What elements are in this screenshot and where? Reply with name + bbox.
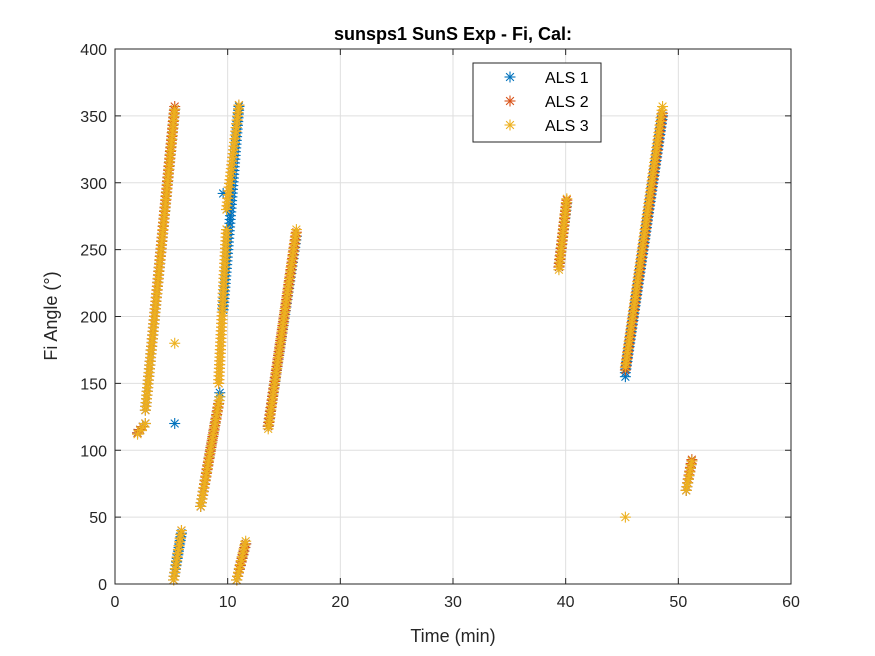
data-point: [686, 455, 698, 467]
legend-marker: [504, 71, 516, 83]
data-markers: [132, 99, 698, 586]
legend: ALS 1 ALS 2 ALS 3: [472, 62, 602, 143]
y-axis-label: Fi Angle (°): [41, 271, 61, 360]
y-tick-label: 150: [80, 376, 107, 393]
data-point: [619, 371, 631, 383]
x-tick-label: 30: [444, 594, 462, 611]
data-point: [139, 418, 151, 429]
legend-marker: [504, 119, 516, 131]
legend-label: ALS 2: [545, 94, 589, 111]
y-tick-label: 300: [80, 176, 107, 193]
legend-box: [472, 62, 602, 143]
x-tick-label: 0: [111, 594, 120, 611]
x-tick-label: 50: [669, 594, 687, 611]
y-tick-label: 0: [98, 577, 107, 594]
legend-label: ALS 1: [545, 70, 589, 87]
data-point: [619, 511, 631, 523]
y-tick-label: 200: [80, 310, 107, 327]
data-point: [173, 540, 185, 552]
data-point: [221, 224, 233, 236]
data-point: [234, 558, 246, 570]
axes-frame: [114, 48, 792, 585]
x-axis-label: Time (min): [410, 626, 495, 646]
y-tick-label: 50: [89, 510, 107, 527]
x-tick-label: 20: [331, 594, 349, 611]
y-tick-label: 100: [80, 443, 107, 460]
y-tick-label: 250: [80, 243, 107, 260]
y-tick-label: 350: [80, 109, 107, 126]
data-point: [657, 101, 669, 113]
data-point: [169, 566, 181, 578]
x-tick-label: 10: [219, 594, 237, 611]
data-point: [214, 391, 226, 403]
legend-marker: [504, 95, 516, 107]
data-point: [169, 337, 181, 349]
data-point: [233, 99, 245, 111]
series-3-markers: [132, 99, 698, 586]
x-tick-label: 60: [782, 594, 800, 611]
data-point: [561, 193, 573, 205]
data-point: [169, 418, 181, 429]
y-tick-label: 400: [80, 42, 107, 59]
x-tick-label: 40: [557, 594, 575, 611]
data-point: [233, 562, 245, 574]
data-point: [169, 103, 181, 115]
data-point: [240, 535, 252, 547]
data-point: [290, 224, 302, 236]
chart-title: sunsps1 SunS Exp - Fi, Cal:: [334, 24, 572, 44]
data-point: [175, 525, 187, 536]
legend-label: ALS 3: [545, 118, 589, 135]
